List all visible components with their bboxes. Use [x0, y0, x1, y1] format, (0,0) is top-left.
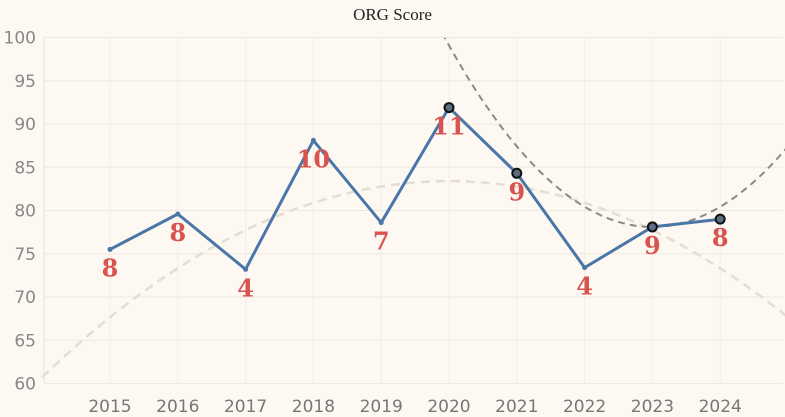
x-tick-label: 2024	[699, 397, 742, 417]
y-tick-label: 60	[14, 375, 36, 395]
series-line	[109, 106, 721, 271]
gridlines	[44, 37, 783, 384]
y-tick-label: 95	[14, 72, 36, 92]
trend-line-light	[41, 179, 785, 379]
data-label: 4	[237, 273, 254, 302]
data-point	[175, 211, 181, 217]
x-tick-label: 2017	[224, 397, 267, 417]
x-tick-label: 2021	[495, 397, 538, 417]
y-tick-label: 85	[14, 158, 36, 178]
data-label: 8	[712, 223, 729, 252]
trend-line-dark	[443, 38, 785, 228]
chart-title: ORG Score	[353, 5, 432, 24]
x-tick-label: 2023	[631, 397, 674, 417]
x-tick-label: 2019	[360, 397, 403, 417]
data-points	[107, 102, 726, 272]
data-label: 4	[576, 272, 593, 301]
x-tick-label: 2022	[563, 397, 606, 417]
data-point	[243, 266, 249, 272]
data-label: 8	[169, 218, 186, 247]
series-polyline	[109, 106, 721, 271]
highlighted-point	[714, 213, 726, 225]
data-label: 10	[297, 144, 330, 173]
y-tick-label: 70	[14, 288, 36, 308]
data-labels: 8 8 4 10 7 11 9 4 9 8	[102, 112, 729, 303]
x-tick-label: 2016	[156, 397, 199, 417]
trend-lines	[41, 38, 785, 379]
data-label: 9	[508, 177, 525, 206]
x-tick-label: 2020	[427, 397, 470, 417]
data-label: 8	[102, 253, 119, 282]
highlighted-point	[646, 221, 658, 233]
axes: 60 65 70 75 80 85 90 95 100 2015 2016 2017 2018 2019 2…	[4, 29, 742, 417]
data-point	[582, 265, 588, 271]
x-tick-label: 2018	[292, 397, 335, 417]
data-point	[107, 246, 113, 252]
highlighted-point	[443, 102, 455, 114]
data-point	[378, 220, 384, 226]
data-label: 7	[373, 227, 390, 256]
data-label: 9	[644, 231, 661, 260]
y-tick-label: 65	[14, 331, 36, 351]
data-label: 11	[432, 112, 465, 141]
y-tick-label: 80	[14, 202, 36, 222]
x-tick-label: 2015	[88, 397, 131, 417]
y-tick-label: 75	[14, 245, 36, 265]
y-tick-label: 100	[4, 29, 36, 49]
y-tick-label: 90	[14, 115, 36, 135]
data-point	[310, 137, 316, 143]
highlighted-point	[511, 167, 523, 179]
